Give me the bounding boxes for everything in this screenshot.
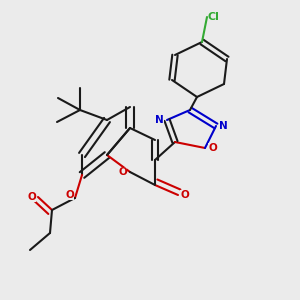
Text: O: O (118, 167, 127, 177)
Text: O: O (208, 143, 217, 153)
Text: O: O (65, 190, 74, 200)
Text: N: N (219, 121, 228, 131)
Text: O: O (27, 192, 36, 202)
Text: O: O (180, 190, 189, 200)
Text: Cl: Cl (208, 12, 220, 22)
Text: N: N (155, 115, 164, 125)
